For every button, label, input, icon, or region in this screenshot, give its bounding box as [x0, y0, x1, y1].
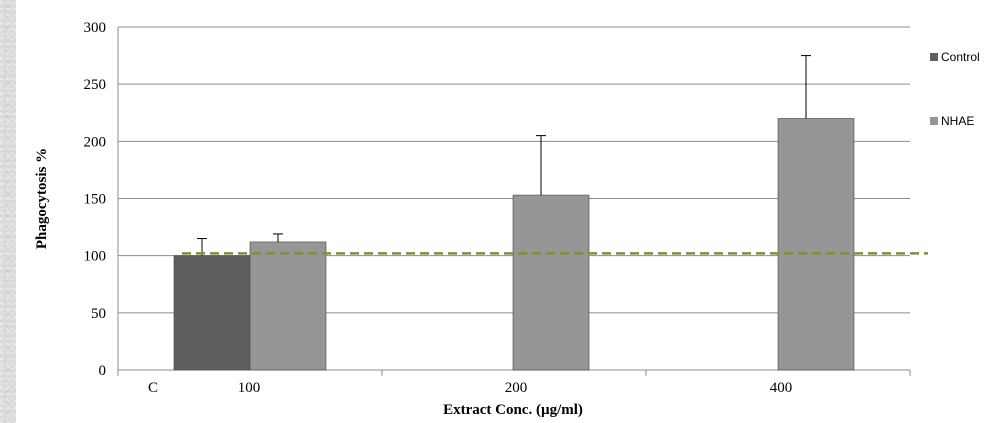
legend-swatch: [930, 53, 938, 61]
bar-chart: 0 50 100 150 200 250 300 C 100 200 400 Extract Conc…: [34, 20, 980, 418]
y-axis-title: Phagocytosis %: [34, 148, 50, 249]
legend-label: NHAE: [941, 114, 974, 128]
bar-nhae: [777, 118, 855, 371]
x-tick-label: C: [148, 380, 158, 396]
y-tick-label: 0: [99, 363, 107, 379]
x-tick-label: 200: [505, 380, 528, 396]
legend-label: Control: [941, 50, 980, 64]
legend-swatch: [930, 117, 938, 125]
y-tick-label: 200: [84, 134, 107, 150]
y-tick-label: 100: [84, 249, 107, 265]
y-tick-label: 250: [84, 77, 107, 93]
x-tick-label: 400: [770, 380, 793, 396]
y-tick-label: 150: [84, 192, 107, 208]
x-tick-label: 100: [238, 380, 261, 396]
bar-nhae: [512, 194, 590, 371]
chart-panel: 0 50 100 150 200 250 300 C 100 200 400 Extract Conc…: [16, 0, 990, 423]
bar-control: [173, 255, 251, 371]
y-tick-label: 300: [84, 20, 107, 36]
y-tick-label: 50: [91, 306, 106, 322]
bar-nhae: [249, 241, 327, 371]
x-axis-title: Extract Conc. (µg/ml): [443, 402, 583, 418]
